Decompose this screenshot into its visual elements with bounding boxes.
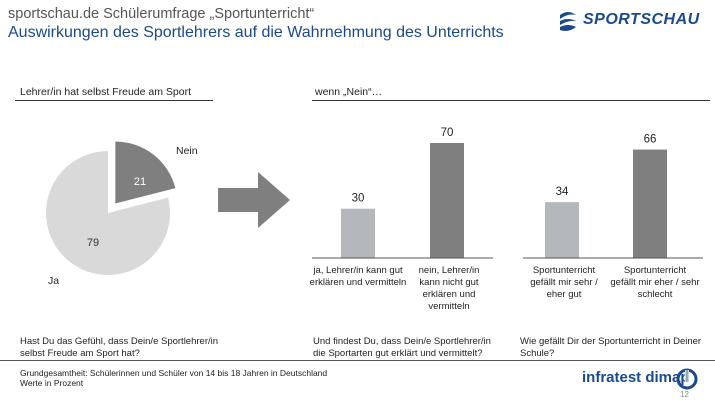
pie-slice-nein bbox=[115, 141, 176, 204]
infratest-logo-icon bbox=[676, 368, 698, 390]
page-number: 12 bbox=[680, 390, 689, 399]
bar-category-like-good: Sportunterricht gefällt mir sehr / eher … bbox=[530, 265, 598, 300]
pie-label-ja: Ja bbox=[48, 275, 59, 287]
pie-value-nein: 21 bbox=[134, 176, 146, 188]
bars-section-label: wenn „Nein“… bbox=[315, 86, 383, 98]
bar-chart-explain: 30 70 bbox=[312, 127, 493, 259]
bar-category-explain-no: nein, Lehrer/in kann nicht gut erklären … bbox=[418, 265, 480, 312]
bar-value-explain-yes: 30 bbox=[352, 193, 365, 205]
sportschau-logo-icon bbox=[560, 12, 576, 31]
page-title: sportschau.de Schülerumfrage „Sportunter… bbox=[8, 6, 315, 22]
arrow-right-icon bbox=[218, 172, 290, 228]
page-subtitle: Auswirkungen des Sportlehrers auf die Wa… bbox=[8, 24, 504, 41]
footer-unit: Werte in Prozent bbox=[20, 378, 84, 388]
bar-value-like-good: 34 bbox=[556, 186, 569, 198]
bar-like-good bbox=[545, 202, 579, 258]
question-explain: Und findest Du, dass Dein/e Sportlehrer/… bbox=[313, 336, 491, 359]
footer-base: Grundgesamtheit: Schülerinnen und Schüle… bbox=[20, 368, 328, 378]
bars-section-rule bbox=[312, 100, 710, 101]
bar-explain-yes bbox=[341, 208, 375, 258]
bar-category-like-bad: Sportunterricht gefällt mir eher / sehr … bbox=[610, 265, 700, 300]
bar-category-explain-yes: ja, Lehrer/in kann gut erklären und verm… bbox=[309, 265, 407, 288]
bar-value-explain-no: 70 bbox=[441, 127, 454, 139]
pie-value-ja: 79 bbox=[87, 237, 99, 249]
pie-section-rule bbox=[15, 100, 213, 101]
bar-explain-no bbox=[430, 143, 464, 258]
bar-value-like-bad: 66 bbox=[644, 134, 657, 146]
pie-chart: 21 79 Nein Ja bbox=[45, 141, 198, 287]
footer-rule bbox=[0, 360, 715, 361]
sportschau-logo-text: SPORTSCHAU bbox=[583, 11, 700, 28]
sportschau-logo: SPORTSCHAU bbox=[557, 9, 707, 33]
question-like: Wie gefällt Dir der Sportunterricht in D… bbox=[520, 336, 702, 359]
pie-slice-ja bbox=[45, 151, 170, 275]
bar-chart-like: 34 66 bbox=[523, 134, 703, 259]
pie-label-nein: Nein bbox=[176, 145, 198, 157]
bar-like-bad bbox=[633, 149, 667, 258]
question-pie: Hast Du das Gefühl, dass Dein/e Sportleh… bbox=[20, 336, 219, 359]
infratest-logo-text: infratest dimap bbox=[582, 369, 690, 386]
pie-section-label: Lehrer/in hat selbst Freude am Sport bbox=[20, 86, 192, 98]
